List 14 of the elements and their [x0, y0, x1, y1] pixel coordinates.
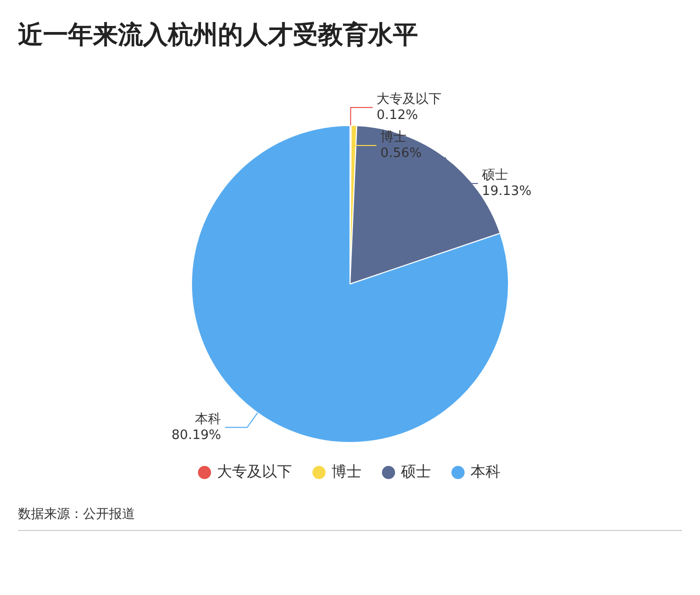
- chart-title: 近一年来流入杭州的人才受教育水平: [18, 19, 418, 51]
- slice-label: 本科: [195, 412, 222, 427]
- data-label: 80.19%: [172, 428, 222, 443]
- legend-label: 大专及以下: [217, 462, 292, 480]
- data-label: 0.56%: [380, 146, 422, 161]
- source-note: 数据来源：公开报道: [18, 506, 135, 523]
- slice-label: 大专及以下: [376, 92, 442, 107]
- legend-label: 硕士: [400, 462, 431, 480]
- legend-label: 本科: [470, 462, 500, 480]
- slice-label: 硕士: [480, 168, 508, 183]
- category-label: 博士: [332, 462, 362, 480]
- data-label: 19.13%: [482, 184, 532, 199]
- legend-label: 博士: [380, 130, 406, 145]
- data-label: 0.12%: [376, 108, 418, 123]
